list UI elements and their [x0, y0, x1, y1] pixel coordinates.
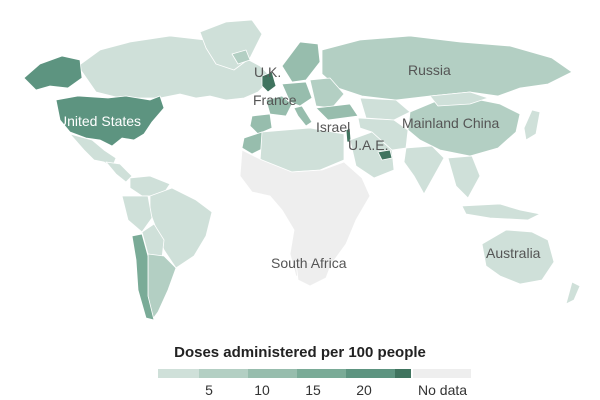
- country-iberia: [249, 113, 273, 135]
- map-label-uae: U.A.E.: [348, 137, 388, 153]
- country-india: [403, 145, 445, 195]
- country-japan: [523, 109, 541, 141]
- country-peru: [121, 195, 153, 233]
- map-label-france: France: [253, 92, 297, 108]
- country-eastern-europe: [309, 77, 345, 109]
- country-turkey: [315, 103, 359, 121]
- country-united-states: [55, 95, 165, 147]
- map-label-australia: Australia: [486, 245, 541, 261]
- legend-swatch-5: [395, 369, 411, 378]
- country-france: [265, 95, 293, 117]
- country-south-africa: [295, 261, 333, 287]
- country-central-europe: [281, 81, 313, 107]
- country-middle-east: [357, 117, 409, 151]
- country-italy: [293, 105, 313, 127]
- legend-tick-10: 10: [254, 382, 270, 398]
- country-uae: [377, 149, 393, 161]
- country-australia: [481, 229, 555, 285]
- legend-swatch-2: [248, 369, 297, 378]
- legend-swatch-4: [346, 369, 395, 378]
- country-new-zealand: [565, 281, 581, 305]
- legend-swatch-1: [199, 369, 248, 378]
- legend-no-data-swatch: [413, 369, 471, 378]
- country-brazil: [149, 187, 213, 269]
- country-mongolia: [429, 91, 489, 107]
- country-indonesia: [461, 203, 541, 221]
- country-iceland: [231, 49, 251, 65]
- legend-tick-15: 15: [305, 382, 321, 398]
- legend-no-data-label: No data: [418, 382, 468, 398]
- legend-title: Doses administered per 100 people: [174, 344, 426, 361]
- legend-color-scale: [158, 369, 411, 378]
- world-map: U.K. France Russia United States Israel …: [23, 19, 581, 321]
- country-russia: [321, 35, 573, 101]
- map-label-israel: Israel: [316, 119, 350, 135]
- country-chile: [131, 233, 155, 321]
- map-label-united-states: United States: [57, 113, 141, 129]
- map-label-russia: Russia: [408, 62, 451, 78]
- country-bolivia: [141, 223, 165, 259]
- country-alaska: [23, 55, 83, 91]
- country-argentina: [147, 253, 177, 321]
- map-label-uk: U.K.: [254, 64, 281, 80]
- legend-swatch-3: [297, 369, 346, 378]
- country-southeast-asia: [447, 155, 481, 199]
- country-uk: [261, 71, 277, 93]
- legend-swatch-0: [158, 369, 199, 378]
- country-central-america: [105, 161, 133, 183]
- legend-tick-5: 5: [205, 382, 213, 398]
- legend-tick-20: 20: [356, 382, 372, 398]
- map-label-mainland-china: Mainland China: [402, 115, 499, 131]
- country-scandinavia: [281, 41, 321, 83]
- map-label-south-africa: South Africa: [271, 255, 347, 271]
- country-kazakhstan: [359, 97, 411, 121]
